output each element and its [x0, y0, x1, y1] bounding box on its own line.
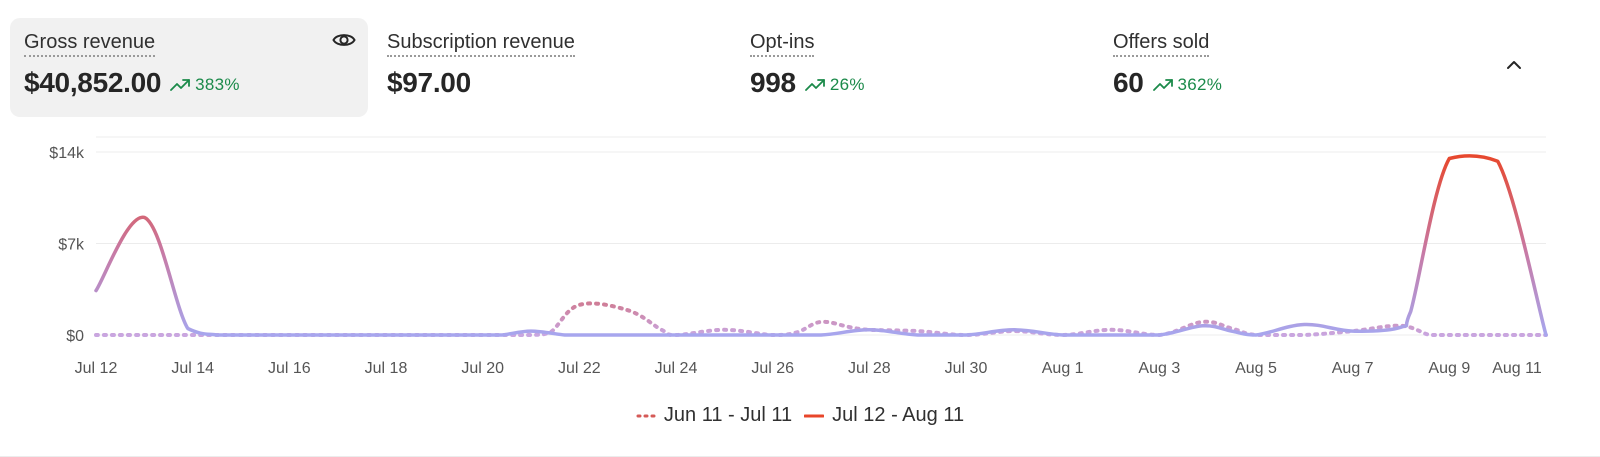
metric-trend: 383%	[170, 75, 240, 95]
metric-label: Subscription revenue	[387, 30, 575, 57]
legend-swatch-dotted	[636, 414, 656, 417]
x-tick-label: Jul 16	[268, 360, 311, 377]
revenue-chart: $0 $7k $14k Jul 12 Jul 14 Jul 16 Jul 18 Jul 20…	[0, 125, 1600, 390]
x-tick-label: Aug 9	[1428, 360, 1470, 377]
metric-card-gross-revenue[interactable]: Gross revenue $40,852.00 383%	[10, 18, 368, 117]
chevron-up-icon[interactable]	[1503, 54, 1525, 76]
y-tick-label: $0	[66, 328, 84, 345]
metric-trend-value: 362%	[1177, 75, 1223, 94]
metric-value: $97.00	[387, 67, 471, 98]
metric-trend-value: 383%	[195, 75, 240, 94]
trending-up-icon	[804, 79, 825, 91]
metric-label: Gross revenue	[24, 30, 156, 57]
x-tick-label: Aug 3	[1138, 360, 1180, 377]
series-line-previous	[94, 301, 1548, 337]
y-tick-label: $14k	[49, 145, 85, 162]
x-tick-label: Aug 1	[1042, 360, 1084, 377]
legend-swatch-solid	[804, 414, 825, 417]
x-tick-label: Jul 14	[171, 360, 214, 377]
chart-svg: $0 $7k $14k Jul 12 Jul 14 Jul 16 Jul 18 Jul 20…	[49, 136, 1548, 377]
x-tick-label: Jul 18	[365, 360, 408, 377]
series-line-current	[94, 154, 1548, 337]
metric-card-opt-ins[interactable]: Opt-ins 998 26%	[736, 18, 1086, 117]
x-tick-label: Aug 11	[1492, 360, 1542, 377]
metric-card-offers-sold[interactable]: Offers sold 60 362%	[1099, 18, 1449, 117]
metric-trend: 362%	[1152, 75, 1223, 95]
legend-label: Jul 12 - Aug 11	[832, 404, 965, 426]
y-tick-label: $7k	[58, 237, 85, 254]
chart-legend: Jun 11 - Jul 11 Jul 12 - Aug 11	[0, 404, 1600, 427]
x-tick-label: Aug 5	[1235, 360, 1277, 377]
metric-value: $40,852.00	[24, 67, 162, 98]
legend-item-previous[interactable]: Jun 11 - Jul 11	[636, 404, 792, 427]
x-tick-label: Jul 22	[558, 360, 601, 377]
x-tick-label: Jul 24	[655, 360, 698, 377]
x-tick-label: Jul 12	[75, 360, 118, 377]
metric-label: Offers sold	[1113, 30, 1210, 57]
legend-label: Jun 11 - Jul 11	[663, 404, 793, 426]
trending-up-icon	[170, 79, 191, 91]
x-tick-label: Jul 20	[461, 360, 504, 377]
x-tick-label: Jul 26	[751, 360, 794, 377]
x-tick-label: Aug 7	[1332, 360, 1374, 377]
x-tick-label: Jul 28	[848, 360, 891, 377]
legend-item-current[interactable]: Jul 12 - Aug 11	[804, 404, 964, 427]
metric-card-subscription-revenue[interactable]: Subscription revenue $97.00	[373, 18, 723, 117]
eye-icon[interactable]	[332, 30, 356, 50]
metrics-row: Gross revenue $40,852.00 383% Subscripti…	[10, 18, 1590, 118]
metric-label: Opt-ins	[750, 30, 815, 57]
metric-trend: 26%	[804, 75, 865, 95]
trending-up-icon	[1152, 79, 1173, 91]
metric-value: 60	[1113, 67, 1144, 98]
metric-value: 998	[750, 67, 796, 98]
metric-trend-value: 26%	[829, 75, 865, 94]
x-tick-label: Jul 30	[945, 360, 988, 377]
